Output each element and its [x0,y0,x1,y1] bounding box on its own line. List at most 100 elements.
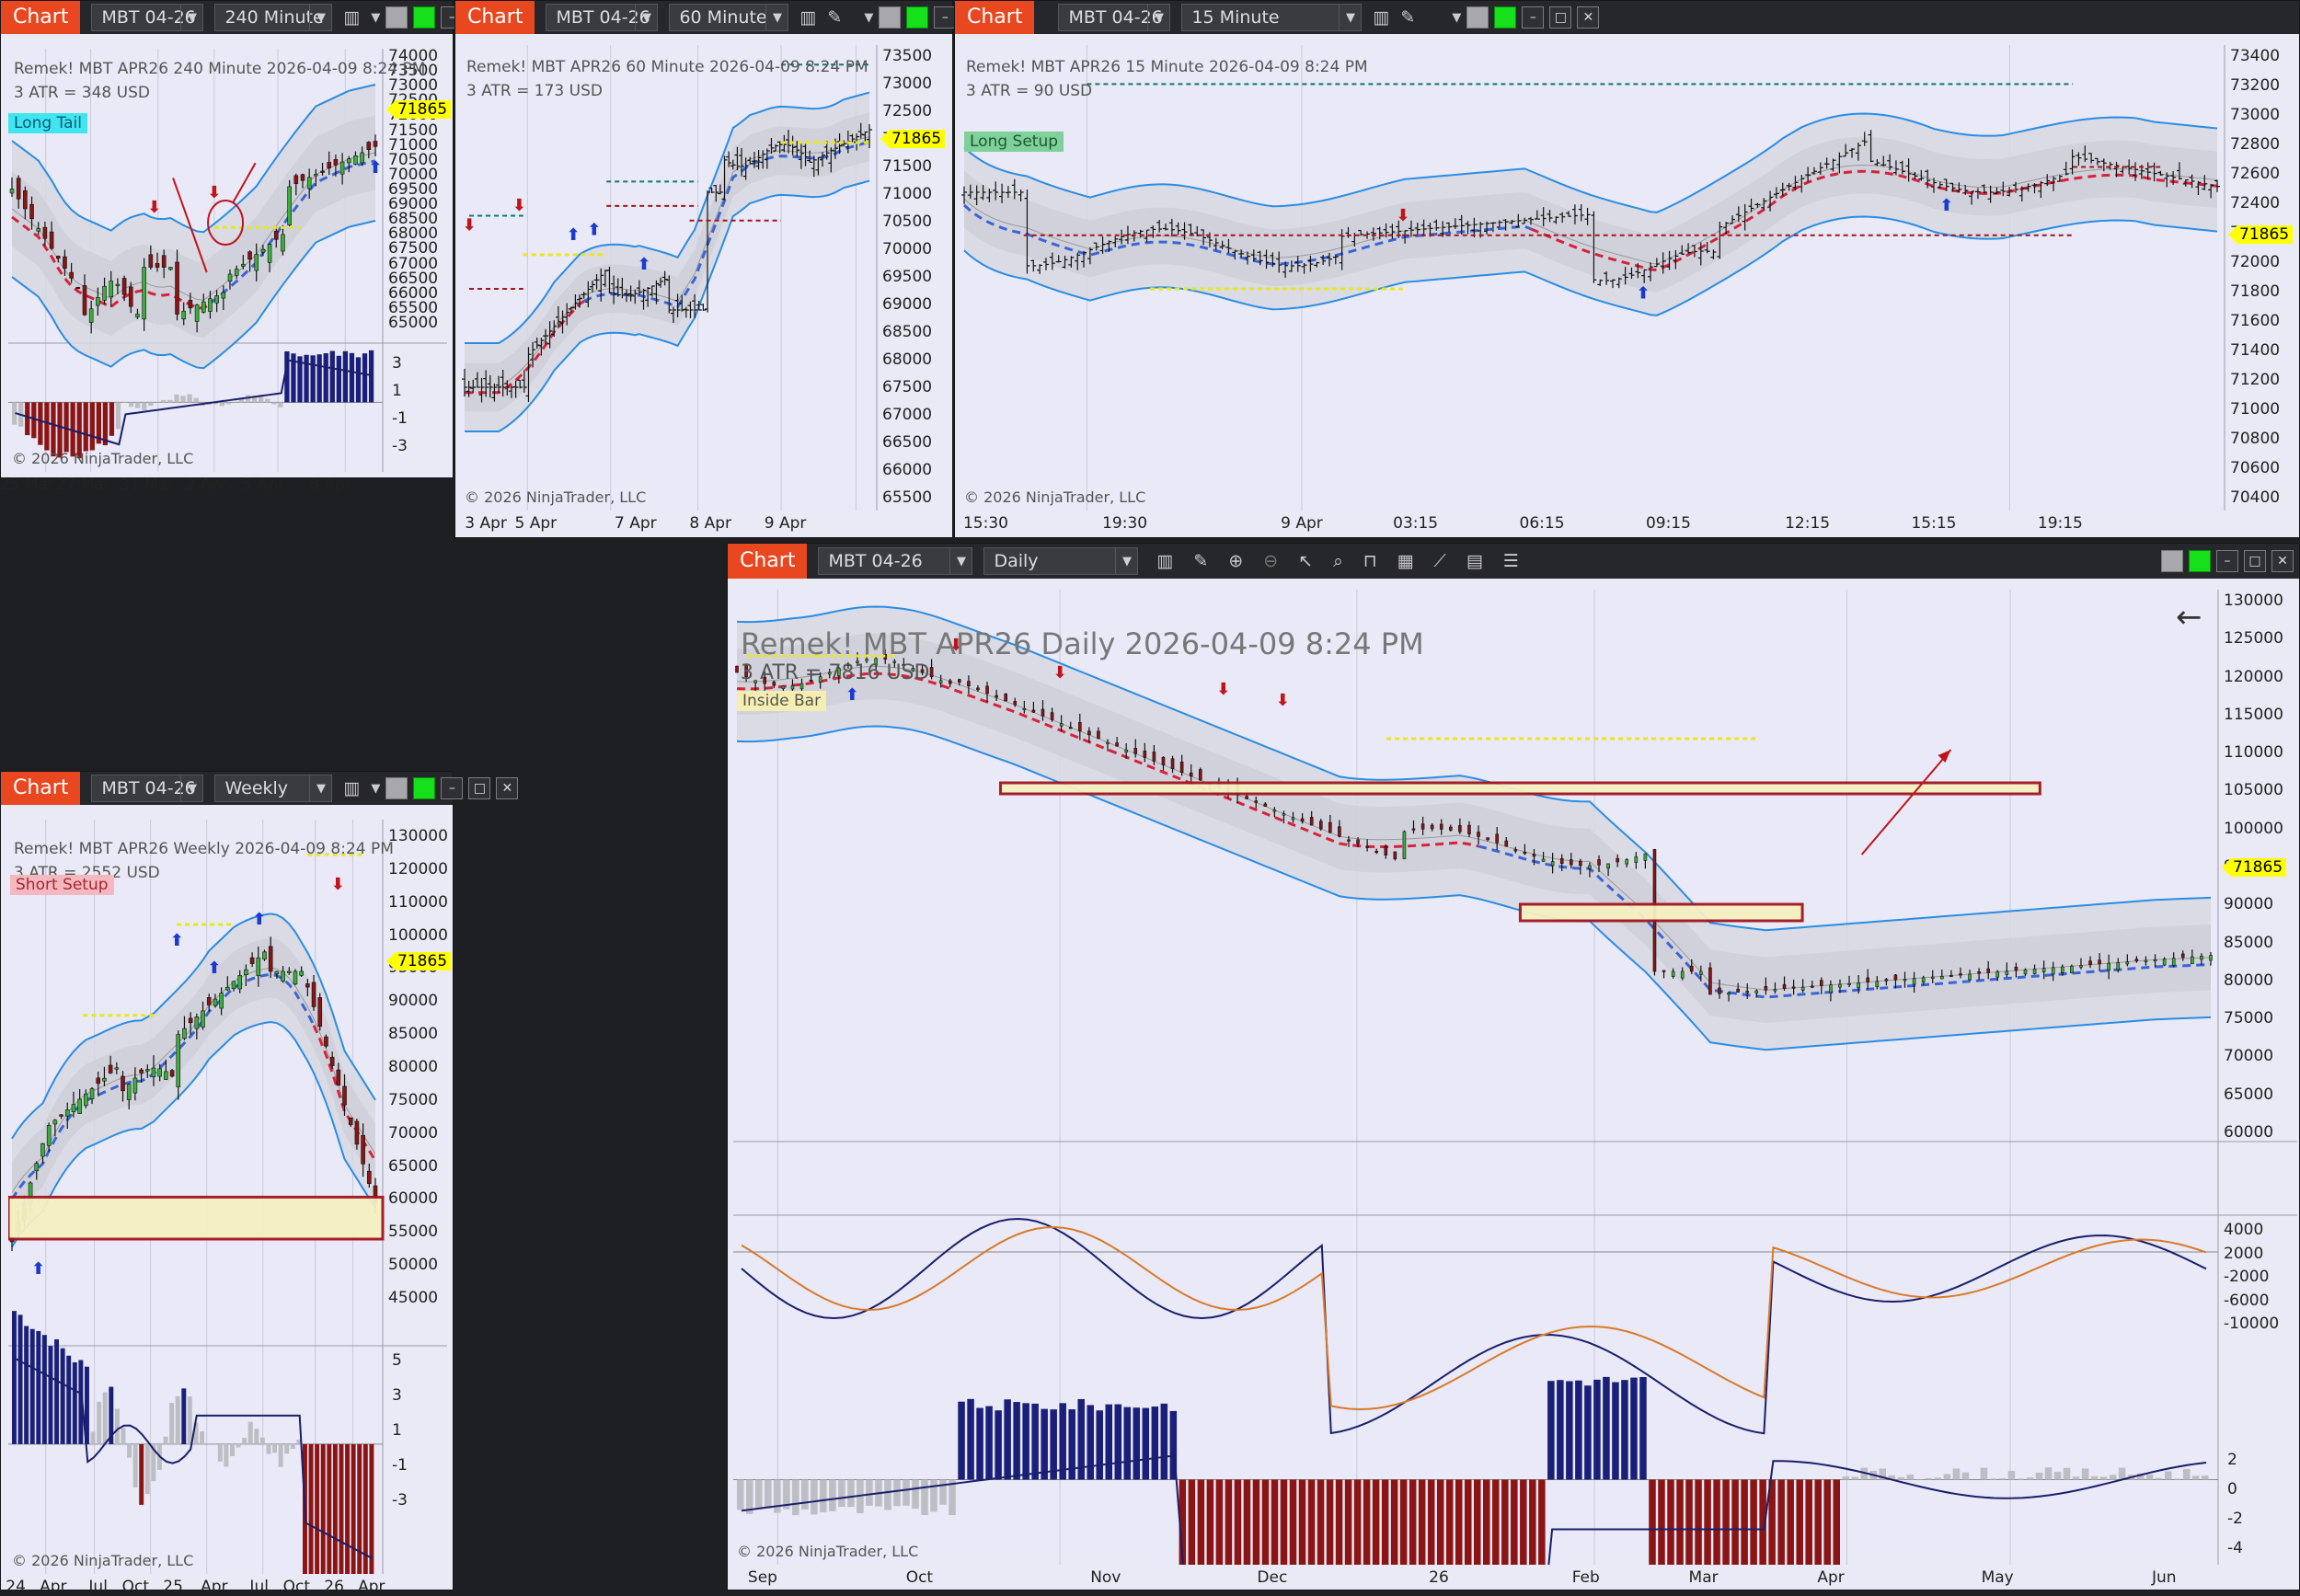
chevron-down-icon[interactable]: ▼ [309,775,331,801]
chart-label[interactable]: Chart [455,1,535,34]
interval-selector[interactable]: 15 Minute▼ [1181,4,1362,31]
chart-label[interactable]: Chart [728,544,807,579]
zoom-in-icon[interactable]: ⊕ [1228,551,1243,571]
oscillator-axis-label: -10000 [2224,1315,2279,1333]
link-button[interactable] [2161,550,2183,572]
interval-selector[interactable]: 60 Minute▼ [669,4,788,31]
instrument-selector[interactable]: MBT 04-26▼ [818,547,972,575]
chevron-down-icon[interactable]: ▼ [1147,5,1169,30]
price-pane[interactable]: ⬇⬇⬆⬆⬆73500730007250072000715007100070500… [461,45,947,533]
svg-text:⬆: ⬆ [368,158,382,178]
interval-selector[interactable]: 240 Minute▼ [214,4,332,31]
back-arrow-icon[interactable]: ← [2176,599,2202,636]
chevron-down-icon[interactable]: ▼ [371,11,380,25]
maximize-button[interactable]: □ [2244,550,2266,572]
strategies-icon[interactable]: ⟋ [1434,551,1446,571]
price-pane[interactable]: ⬇⬆⬆7340073200730007280072600724007220072… [960,45,2294,533]
link-button[interactable] [1466,6,1489,29]
chevron-down-icon[interactable]: ▼ [864,11,873,25]
chart-window-daily: Chart MBT 04-26▼ Daily▼ ▥ ✎ ⊕ ⊖ ↖ ⌕ ⊓ ▦ … [727,543,2300,1590]
last-price-marker: 71865 [2222,858,2286,877]
minimize-button[interactable]: – [934,6,956,29]
time-axis-label: 12:15 [1785,514,1830,533]
instrument-selector[interactable]: MBT 04-26▼ [91,775,203,802]
link-color-button[interactable] [413,777,435,799]
pointer-icon[interactable]: ↖ [1298,551,1313,571]
price-axis-label: 72000 [2230,253,2280,271]
link-color-button[interactable] [413,6,435,29]
price-axis-label: 110000 [2224,743,2283,762]
bar-type-icon[interactable]: ▥ [1156,551,1173,571]
chevron-down-icon[interactable]: ▼ [309,5,331,30]
data-box-icon[interactable]: ⌕ [1333,551,1343,571]
last-price-marker: 71865 [2228,225,2293,244]
bar-type-icon[interactable]: ▥ [1373,7,1389,28]
chart-canvas: ⬇⬇⬆ [8,49,447,472]
link-button[interactable] [385,777,408,799]
bar-type-icon[interactable]: ▥ [799,7,816,28]
minimize-button[interactable]: – [441,777,463,799]
time-axis-label: 26 [324,1578,344,1596]
price-axis-label: 72500 [882,102,932,121]
price-axis-label: 70000 [882,240,932,258]
link-color-button[interactable] [906,6,928,29]
interval-value: Weekly [224,778,288,798]
instrument-selector[interactable]: MBT 04-26▼ [91,4,203,31]
drawing-tool-icon[interactable]: ✎ [1193,551,1208,571]
chart-label[interactable]: Chart [1,772,80,805]
link-color-button[interactable] [2189,550,2211,572]
instrument-selector[interactable]: MBT 04-26▼ [546,4,658,31]
chart-label[interactable]: Chart [1,1,80,34]
indicator-axis-label: 3 [392,1386,402,1405]
svg-text:⬇: ⬇ [1396,206,1409,225]
indicators-icon[interactable]: ⊓ [1363,551,1377,571]
chevron-down-icon[interactable]: ▼ [1452,11,1461,25]
price-pane[interactable]: ⬇⬇⬆7400073500730007250072000715007100070… [8,49,447,446]
link-button[interactable] [385,6,408,29]
link-color-button[interactable] [1494,6,1516,29]
price-pane[interactable]: ⬆⬆⬆⬆⬇13000012000011000010000095000900008… [8,820,447,1583]
interval-selector[interactable]: Daily▼ [983,547,1138,575]
bar-type-icon[interactable]: ▥ [343,7,360,28]
close-button[interactable]: ✕ [2271,550,2294,572]
maximize-button[interactable]: □ [1549,6,1571,29]
time-axis-label: Oct [122,1578,149,1596]
templates-icon[interactable]: ▤ [1466,551,1483,571]
time-axis-label: Feb [1572,1568,1600,1587]
chevron-down-icon[interactable]: ▼ [180,5,202,30]
chevron-down-icon[interactable]: ▼ [1115,548,1137,574]
close-button[interactable]: ✕ [496,777,518,799]
time-axis-label: 31 Mar [120,476,174,494]
bar-type-icon[interactable]: ▥ [343,778,360,798]
svg-text:⬇: ⬇ [207,183,221,202]
maximize-button[interactable]: □ [468,777,490,799]
price-axis-label: 110000 [388,893,448,912]
close-button[interactable]: ✕ [1577,6,1599,29]
minimize-button[interactable]: – [1522,6,1544,29]
chart-label[interactable]: Chart [955,1,1034,34]
properties-icon[interactable]: ☰ [1503,551,1519,571]
price-axis-label: 67500 [882,378,932,396]
drawing-tool-icon[interactable]: ✎ [827,7,842,28]
zoom-out-icon[interactable]: ⊖ [1263,551,1278,571]
chart-info-title: Remek! MBT APR26 60 Minute 2026-04-09 8:… [466,58,868,76]
interval-selector[interactable]: Weekly ▼ [214,775,332,802]
price-axis-label: 120000 [2224,668,2283,686]
link-button[interactable] [879,6,901,29]
price-axis-label: 120000 [388,860,448,878]
time-axis-label: 27 Mar [56,476,110,494]
chevron-down-icon[interactable]: ▼ [180,775,202,801]
drawing-tool-icon[interactable]: ✎ [1400,7,1415,28]
instrument-selector[interactable]: MBT 04-26▼ [1058,4,1170,31]
chevron-down-icon[interactable]: ▼ [371,782,380,796]
minimize-button[interactable]: – [2216,550,2238,572]
price-axis-label: 69500 [882,268,932,286]
setup-badge: Long Setup [964,132,1064,152]
price-axis-label: 65500 [882,488,932,507]
chevron-down-icon[interactable]: ▼ [635,5,657,30]
chevron-down-icon[interactable]: ▼ [765,5,788,30]
chevron-down-icon[interactable]: ▼ [1339,5,1361,30]
chart-style-icon[interactable]: ▦ [1397,551,1414,571]
chevron-down-icon[interactable]: ▼ [949,548,972,574]
